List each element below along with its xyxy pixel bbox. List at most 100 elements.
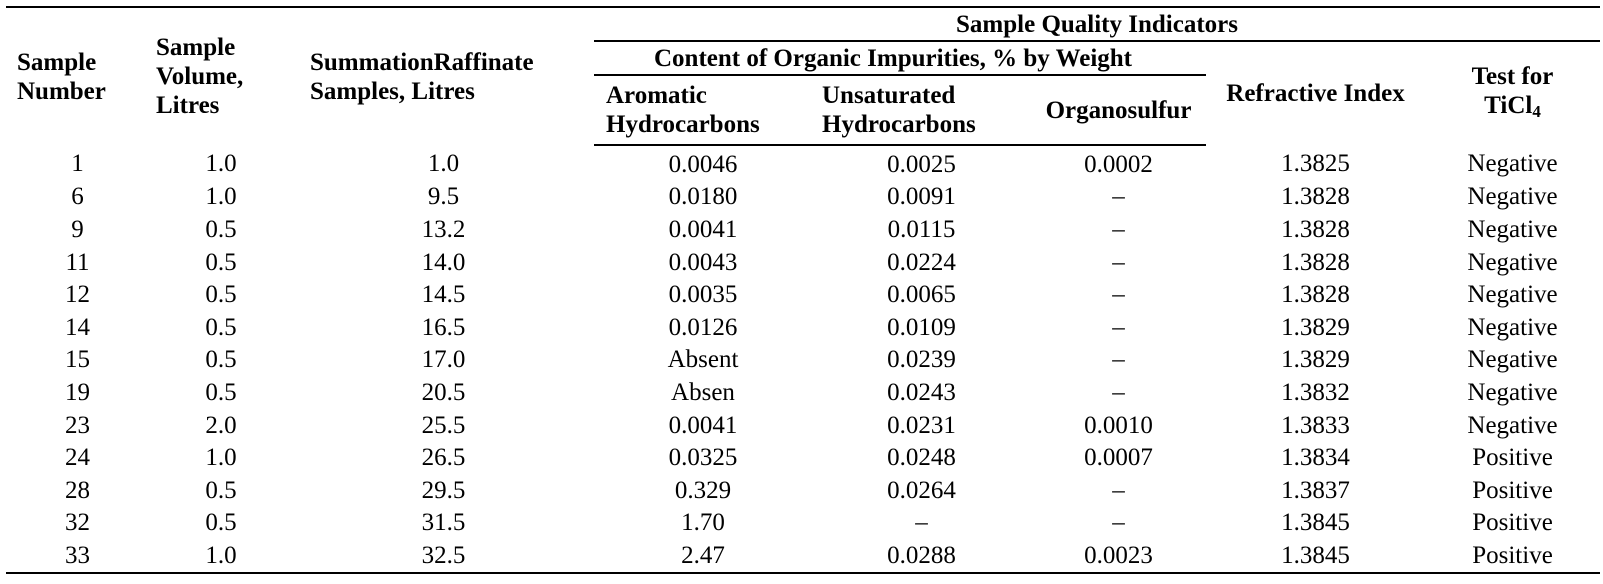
- cell-aromatic: 0.0126: [668, 313, 738, 341]
- header-test-chem: TiCl: [1484, 91, 1533, 119]
- cell-organosulfur: –: [1112, 281, 1125, 309]
- cell-sample-number: 6: [71, 183, 84, 211]
- cell-summation: 17.0: [421, 346, 466, 374]
- cell-refractive-index: 1.3828: [1281, 248, 1350, 276]
- cell-test-result: Negative: [1467, 215, 1558, 243]
- cell-aromatic: 2.47: [681, 541, 725, 569]
- cell-unsaturated: –: [915, 509, 928, 537]
- table-row: 1 1.0 1.0 0.0046 0.0025 0.0002 1.3825 Negative: [6, 145, 1600, 181]
- cell-sample-volume: 0.5: [205, 281, 237, 309]
- header-quality-indicators: Sample Quality Indicators: [594, 7, 1601, 42]
- cell-refractive-index: 1.3825: [1281, 150, 1350, 178]
- table-row: 9 0.5 13.2 0.0041 0.0115 – 1.3828 Negative: [6, 213, 1600, 246]
- cell-aromatic: 0.329: [674, 476, 732, 504]
- header-sample-volume: Sample Volume, Litres: [156, 34, 244, 119]
- table-header: Sample Number Sample Volume, Litres Summ…: [6, 7, 1601, 146]
- cell-unsaturated: 0.0239: [887, 346, 956, 374]
- cell-aromatic: 1.70: [681, 509, 725, 537]
- cell-sample-volume: 0.5: [205, 215, 237, 243]
- cell-refractive-index: 1.3828: [1281, 281, 1350, 309]
- cell-organosulfur: –: [1112, 378, 1125, 406]
- cell-test-result: Negative: [1467, 183, 1558, 211]
- cell-sample-volume: 2.0: [205, 411, 237, 439]
- cell-sample-number: 33: [65, 541, 90, 569]
- cell-organosulfur: –: [1112, 215, 1125, 243]
- cell-refractive-index: 1.3845: [1281, 541, 1350, 569]
- cell-organosulfur: –: [1112, 313, 1125, 341]
- cell-test-result: Negative: [1467, 346, 1558, 374]
- header-sample-number: Sample Number: [17, 48, 106, 105]
- cell-organosulfur: –: [1112, 476, 1125, 504]
- table-row: 15 0.5 17.0 Absent 0.0239 – 1.3829 Negative: [6, 344, 1600, 377]
- cell-unsaturated: 0.0109: [887, 313, 956, 341]
- table-row: 32 0.5 31.5 1.70 – – 1.3845 Positive: [6, 507, 1600, 540]
- cell-organosulfur: –: [1112, 509, 1125, 537]
- cell-sample-volume: 0.5: [205, 248, 237, 276]
- cell-aromatic: 0.0041: [668, 215, 738, 243]
- cell-sample-volume: 1.0: [205, 150, 237, 178]
- cell-sample-number: 14: [65, 313, 90, 341]
- cell-sample-volume: 1.0: [205, 183, 237, 211]
- cell-sample-volume: 0.5: [205, 346, 237, 374]
- cell-refractive-index: 1.3828: [1281, 183, 1350, 211]
- cell-refractive-index: 1.3837: [1281, 476, 1350, 504]
- cell-summation: 1.0: [427, 150, 460, 178]
- cell-test-result: Negative: [1467, 378, 1558, 406]
- cell-aromatic: 0.0180: [668, 183, 738, 211]
- cell-aromatic: Absent: [667, 346, 739, 374]
- cell-aromatic: Absen: [671, 378, 735, 406]
- cell-sample-number: 12: [65, 281, 90, 309]
- cell-refractive-index: 1.3832: [1281, 378, 1350, 406]
- cell-refractive-index: 1.3829: [1281, 346, 1350, 374]
- cell-summation: 32.5: [421, 541, 466, 569]
- cell-aromatic: 0.0041: [668, 411, 738, 439]
- cell-summation: 31.5: [421, 509, 466, 537]
- cell-test-result: Negative: [1467, 411, 1558, 439]
- cell-summation: 14.5: [421, 281, 466, 309]
- cell-organosulfur: 0.0002: [1084, 150, 1153, 178]
- cell-sample-volume: 0.5: [205, 509, 237, 537]
- cell-unsaturated: 0.0224: [887, 248, 956, 276]
- cell-test-result: Negative: [1467, 150, 1558, 178]
- sample-quality-table: Sample Number Sample Volume, Litres Summ…: [6, 6, 1601, 574]
- header-test-ticl4: Test for TiCl4: [1425, 41, 1600, 145]
- cell-sample-number: 1: [71, 150, 84, 178]
- cell-sample-number: 9: [71, 215, 84, 243]
- cell-test-result: Positive: [1472, 444, 1553, 472]
- cell-refractive-index: 1.3828: [1281, 215, 1350, 243]
- cell-sample-number: 32: [65, 509, 90, 537]
- cell-unsaturated: 0.0091: [887, 183, 956, 211]
- cell-aromatic: 0.0035: [668, 281, 738, 309]
- cell-sample-number: 23: [65, 411, 90, 439]
- cell-unsaturated: 0.0243: [887, 378, 956, 406]
- cell-summation: 13.2: [421, 215, 466, 243]
- table-row: 33 1.0 32.5 2.47 0.0288 0.0023 1.3845 Positive: [6, 539, 1600, 573]
- table-row: 11 0.5 14.0 0.0043 0.0224 – 1.3828 Negative: [6, 246, 1600, 279]
- cell-refractive-index: 1.3829: [1281, 313, 1350, 341]
- cell-unsaturated: 0.0264: [887, 476, 956, 504]
- header-organic-impurities: Content of Organic Impurities, % by Weig…: [594, 41, 1206, 76]
- cell-summation: 20.5: [421, 378, 466, 406]
- cell-aromatic: 0.0043: [668, 248, 738, 276]
- table-body: 1 1.0 1.0 0.0046 0.0025 0.0002 1.3825 Negative 6…: [6, 145, 1600, 573]
- table-row: 12 0.5 14.5 0.0035 0.0065 – 1.3828 Negative: [6, 278, 1600, 311]
- header-refractive-index: Refractive Index: [1226, 80, 1405, 107]
- cell-organosulfur: 0.0007: [1084, 444, 1153, 472]
- cell-summation: 26.5: [421, 444, 466, 472]
- header-organosulfur: Organosulfur: [1031, 75, 1206, 146]
- cell-sample-number: 15: [65, 346, 90, 374]
- cell-summation: 29.5: [421, 476, 466, 504]
- cell-unsaturated: 0.0065: [887, 281, 956, 309]
- table-row: 19 0.5 20.5 Absen 0.0243 – 1.3832 Negative: [6, 376, 1600, 409]
- cell-organosulfur: –: [1112, 346, 1125, 374]
- cell-organosulfur: 0.0010: [1084, 411, 1153, 439]
- cell-sample-volume: 0.5: [205, 378, 237, 406]
- cell-test-result: Positive: [1472, 476, 1553, 504]
- cell-test-result: Negative: [1467, 281, 1558, 309]
- cell-sample-volume: 0.5: [205, 476, 237, 504]
- cell-sample-number: 24: [65, 444, 90, 472]
- cell-refractive-index: 1.3845: [1281, 509, 1350, 537]
- cell-organosulfur: –: [1112, 183, 1125, 211]
- cell-organosulfur: 0.0023: [1084, 541, 1153, 569]
